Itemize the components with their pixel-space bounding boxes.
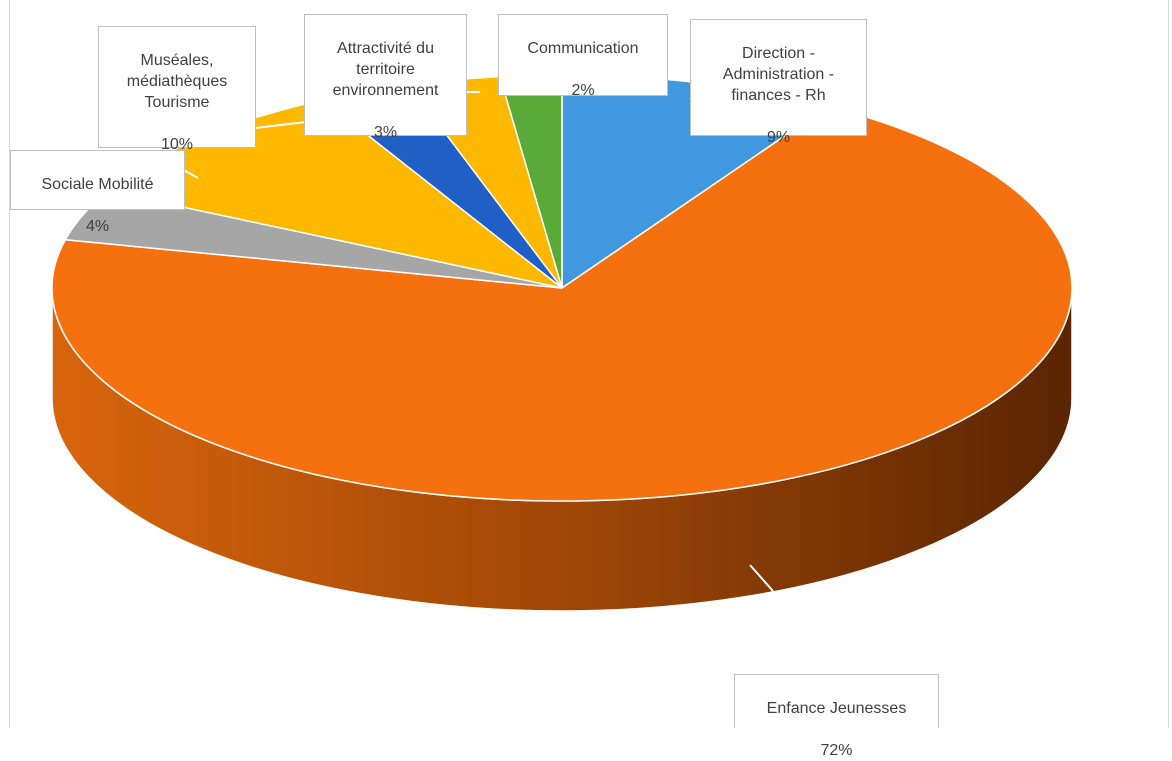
label-direction-value: 9% <box>766 129 791 146</box>
label-sociale-value: 4% <box>85 218 110 235</box>
label-attractivite: Attractivité du territoire environnement… <box>304 14 467 141</box>
chart-frame: Direction - Administration - finances - … <box>9 0 1169 759</box>
label-communication: Communication 2% <box>498 14 668 99</box>
label-enfance-value: 72% <box>820 742 853 759</box>
label-enfance-name: Enfance Jeunesses <box>766 700 907 717</box>
label-communication-name: Communication <box>527 40 639 57</box>
label-attractivite-name: Attractivité du territoire environnement <box>332 40 439 99</box>
label-sociale-name: Sociale Mobilité <box>41 176 154 193</box>
slice-enfance <box>51 105 1073 502</box>
label-museales-value: 10% <box>160 136 194 153</box>
leader-line <box>749 564 819 675</box>
label-attractivite-value: 3% <box>373 124 398 141</box>
label-sociale: Sociale Mobilité 4% <box>10 150 185 235</box>
label-enfance: Enfance Jeunesses 72% <box>734 674 939 759</box>
leader-line <box>254 121 307 129</box>
label-museales-name: Muséales, médiathèques Tourisme <box>126 52 228 111</box>
label-communication-value: 2% <box>571 82 595 99</box>
label-direction: Direction - Administration - finances - … <box>690 19 867 146</box>
label-direction-name: Direction - Administration - finances - … <box>722 45 835 104</box>
label-museales: Muséales, médiathèques Tourisme 10% <box>98 26 256 153</box>
